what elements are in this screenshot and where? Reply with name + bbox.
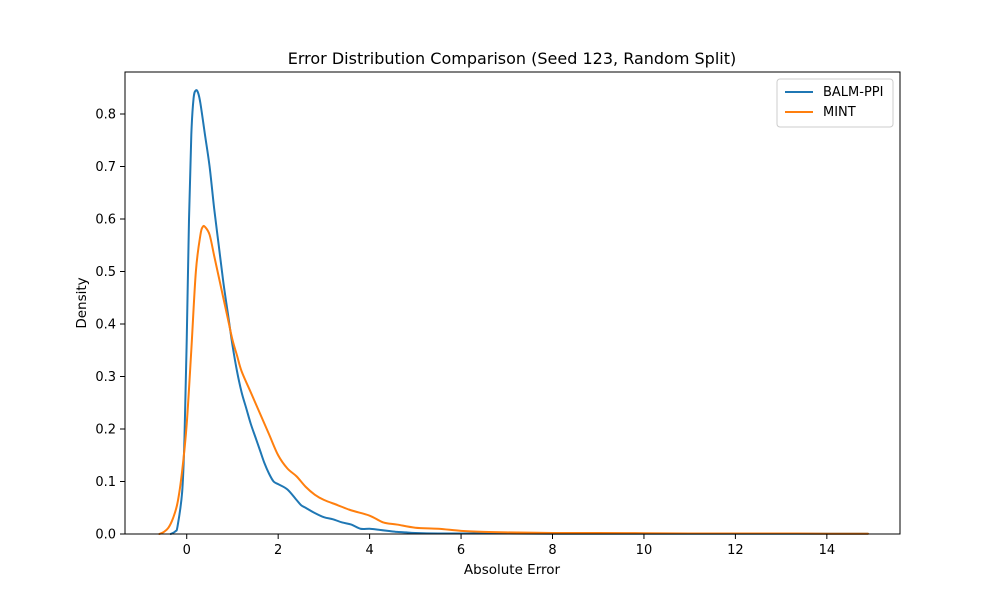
y-axis: 0.0 0.1 0.2 0.3 0.4 0.5 0.6 0.7 0.8 <box>95 108 125 543</box>
x-tick-label: 10 <box>636 543 653 558</box>
y-tick-label: 0.1 <box>95 475 116 490</box>
series-line-mint <box>158 224 869 535</box>
x-tick-label: 12 <box>727 543 744 558</box>
legend-label-balm-ppi: BALM-PPI <box>823 85 883 100</box>
legend: BALM-PPI MINT <box>776 78 894 128</box>
x-tick-label: 14 <box>819 543 836 558</box>
y-tick-label: 0.5 <box>95 265 116 280</box>
y-tick-label: 0.8 <box>95 108 116 123</box>
chart-title: Error Distribution Comparison (Seed 123,… <box>288 49 736 68</box>
legend-label-mint: MINT <box>823 105 856 120</box>
x-tick-label: 2 <box>274 543 282 558</box>
y-axis-label: Density <box>74 277 90 328</box>
x-tick-label: 4 <box>365 543 373 558</box>
series-layer <box>158 89 869 535</box>
plot-frame <box>124 71 901 535</box>
y-tick-label: 0.2 <box>95 423 116 438</box>
y-tick-label: 0.6 <box>95 213 116 228</box>
x-tick-label: 0 <box>183 543 191 558</box>
x-tick-label: 8 <box>548 543 556 558</box>
y-tick-label: 0.0 <box>95 528 116 543</box>
y-tick-label: 0.7 <box>95 160 116 175</box>
y-tick-label: 0.4 <box>95 318 116 333</box>
series-line-balm-ppi <box>169 89 869 535</box>
y-tick-label: 0.3 <box>95 370 116 385</box>
x-tick-label: 6 <box>457 543 465 558</box>
x-axis-label: Absolute Error <box>464 562 561 578</box>
x-axis: 0 2 4 6 8 10 12 14 <box>183 534 836 558</box>
